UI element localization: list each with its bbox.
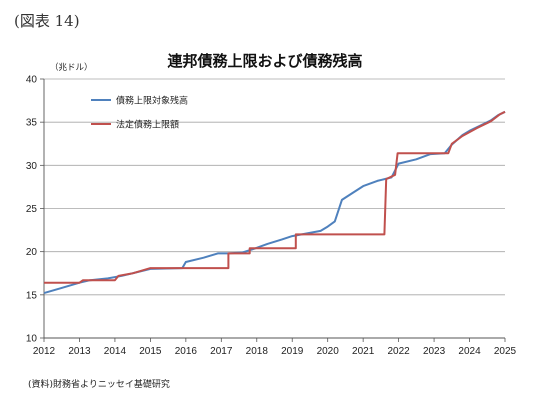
x-tick-label: 2012: [33, 346, 56, 357]
x-tick-label: 2013: [68, 346, 91, 357]
chart-title: 連邦債務上限および債務残高: [167, 52, 362, 70]
x-tick-label: 2016: [175, 346, 198, 357]
x-tick-label: 2025: [494, 346, 517, 357]
y-tick-label: 10: [26, 334, 38, 345]
x-tick-label: 2014: [104, 346, 127, 357]
series-line-1: [43, 110, 506, 295]
x-tick-label: 2023: [423, 346, 446, 357]
y-axis-unit-label: （兆ドル）: [50, 62, 93, 73]
y-tick-label: 15: [26, 290, 38, 301]
figure-label: (図表 14): [14, 12, 80, 30]
source-note: (資料)財務省よりニッセイ基礎研究: [28, 378, 170, 390]
y-tick-label: 40: [26, 75, 38, 86]
x-tick-label: 2021: [352, 346, 375, 357]
legend-label-2: 法定債務上限額: [116, 119, 179, 131]
series-line-2: [44, 110, 506, 284]
x-tick-label: 2018: [246, 346, 269, 357]
x-tick-label: 2024: [458, 346, 481, 357]
y-axis-ticks: 10 15 20 25 30 35 40: [26, 75, 44, 345]
legend-label-1: 債務上限対象残高: [116, 95, 188, 107]
x-tick-label: 2022: [387, 346, 410, 357]
x-tick-label: 2019: [281, 346, 304, 357]
y-tick-label: 20: [26, 247, 38, 258]
y-tick-label: 30: [26, 161, 38, 172]
x-tick-label: 2015: [139, 346, 162, 357]
x-axis-ticks: 2012 2013 2014 2015 2016 2017 2018 2019 2020 2021…: [33, 338, 517, 357]
series-lines: [43, 110, 506, 295]
x-tick-label: 2017: [210, 346, 233, 357]
gridlines: [44, 78, 505, 296]
y-tick-label: 25: [26, 204, 38, 215]
x-tick-label: 2020: [317, 346, 340, 357]
y-tick-label: 35: [26, 118, 38, 129]
